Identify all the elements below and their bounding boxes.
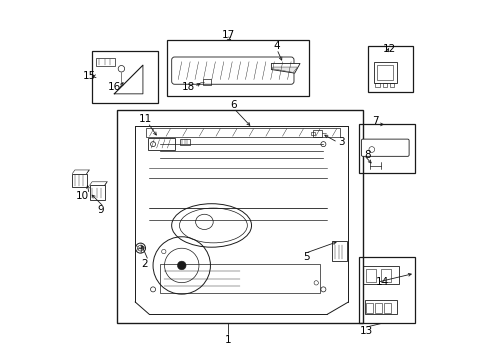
Text: 16: 16 [108,82,121,92]
Text: 7: 7 [371,116,378,126]
Text: 3: 3 [337,138,344,147]
Text: 14: 14 [375,277,388,287]
Bar [382,83,386,87]
Bar [92,51,158,103]
Bar [89,185,104,200]
Bar [145,128,339,137]
Text: 5: 5 [302,252,309,262]
Bar [167,40,308,96]
Bar [375,303,381,313]
FancyBboxPatch shape [171,57,293,84]
Polygon shape [271,63,300,73]
Bar [359,125,414,173]
Text: 2: 2 [141,259,148,269]
Polygon shape [272,67,297,72]
Bar [332,241,346,261]
Text: 12: 12 [382,44,396,54]
Bar [180,139,190,145]
Bar [384,303,390,313]
Text: 18: 18 [182,82,195,92]
Bar [366,303,372,313]
Text: 1: 1 [224,334,231,345]
Text: 17: 17 [221,30,235,40]
Bar [310,132,314,135]
Bar [147,138,174,149]
Bar [367,45,412,92]
Bar [373,62,396,83]
Bar [72,174,86,187]
Text: 6: 6 [230,100,237,110]
Bar [160,264,319,293]
Bar [96,58,115,67]
Text: 9: 9 [97,206,103,216]
FancyBboxPatch shape [361,139,408,156]
Circle shape [177,261,185,270]
Bar [359,257,414,323]
Bar [312,130,321,137]
Bar [364,300,396,315]
Bar [366,269,376,282]
Bar [376,65,392,80]
Text: 15: 15 [83,71,96,81]
Bar [362,266,398,284]
Bar [203,78,211,85]
Bar [389,83,394,87]
Bar [375,83,379,87]
Text: 4: 4 [273,41,280,50]
Text: 10: 10 [75,191,88,201]
Bar [380,269,390,282]
Text: 11: 11 [139,114,152,124]
Text: 13: 13 [359,326,372,336]
Text: 8: 8 [364,150,370,160]
Bar [117,110,362,323]
